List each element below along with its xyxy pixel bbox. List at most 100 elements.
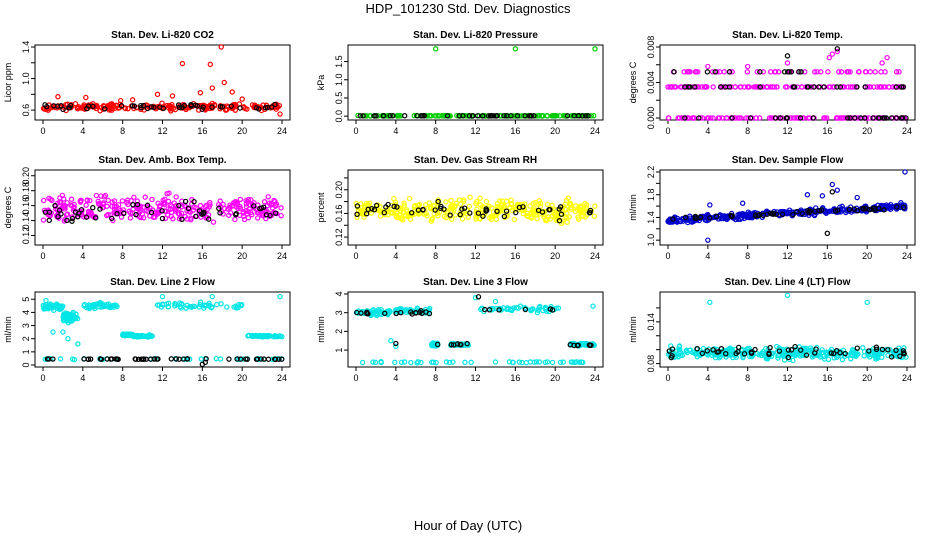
data-point	[784, 60, 791, 66]
data-point	[360, 113, 366, 119]
data-point	[851, 84, 858, 90]
data-point	[354, 211, 360, 218]
data-point	[485, 113, 492, 119]
data-point	[833, 115, 840, 121]
x-tick-label: 4	[393, 126, 398, 136]
data-point	[160, 197, 166, 203]
data-point	[55, 93, 61, 100]
data-point	[279, 356, 285, 362]
data-point	[256, 106, 262, 112]
data-point	[760, 212, 766, 218]
data-point	[156, 204, 163, 210]
data-point	[825, 356, 832, 363]
x-tick-label: 20	[237, 251, 247, 261]
data-point	[354, 203, 361, 209]
data-point	[260, 213, 267, 219]
data-point	[393, 310, 399, 317]
y-tick-label: 1	[21, 349, 31, 354]
plot-frame	[347, 44, 604, 121]
data-point	[173, 356, 179, 362]
data-point	[873, 346, 880, 352]
data-point	[467, 194, 473, 200]
data-point	[251, 203, 257, 209]
data-point	[62, 204, 68, 211]
data-point	[118, 103, 125, 109]
data-point	[592, 203, 598, 209]
data-point	[694, 346, 700, 352]
y-tick-label: 1.5	[334, 55, 344, 68]
data-point	[682, 84, 688, 90]
data-point	[451, 342, 457, 348]
data-point	[708, 115, 714, 121]
data-point	[838, 69, 845, 75]
data-point	[673, 217, 679, 223]
data-point	[897, 353, 903, 359]
y-axis-label: kPa	[316, 75, 326, 91]
x-tick-label: 12	[470, 126, 480, 136]
data-point	[566, 214, 572, 220]
data-point	[97, 108, 103, 114]
data-point	[575, 113, 582, 119]
data-point	[75, 213, 81, 220]
data-point	[93, 192, 100, 199]
data-point	[43, 305, 50, 311]
data-point	[580, 359, 586, 366]
y-axis-label: ml/min	[3, 316, 13, 343]
data-point	[413, 310, 419, 316]
data-point	[739, 200, 746, 206]
data-point	[718, 346, 725, 352]
data-point	[697, 351, 703, 358]
data-point	[854, 194, 860, 201]
data-point	[393, 343, 399, 350]
data-point	[372, 359, 379, 366]
data-point	[364, 310, 370, 317]
data-point	[238, 356, 244, 362]
data-point	[42, 356, 49, 362]
data-point	[441, 206, 447, 212]
data-point	[883, 115, 890, 121]
data-point	[388, 210, 394, 216]
data-point	[249, 332, 255, 339]
data-point	[776, 348, 783, 354]
data-point	[710, 115, 716, 121]
data-point	[669, 353, 675, 359]
data-point	[85, 356, 92, 362]
data-point	[839, 115, 845, 121]
data-point	[78, 207, 85, 213]
data-point	[551, 112, 557, 119]
data-point	[234, 201, 240, 208]
data-point	[888, 115, 895, 121]
data-point	[744, 84, 751, 90]
data-point	[488, 112, 495, 119]
data-point	[882, 69, 888, 75]
x-tick-label: 16	[822, 373, 832, 383]
data-point	[839, 84, 846, 90]
data-point	[796, 115, 802, 121]
panel-title: Stan. Dev. Sample Flow	[732, 155, 844, 166]
data-point	[402, 113, 408, 119]
data-point	[179, 216, 185, 222]
data-point	[143, 207, 150, 214]
data-point	[896, 69, 902, 75]
data-point	[507, 204, 513, 210]
data-point	[799, 84, 805, 90]
data-point	[702, 217, 709, 223]
data-point	[355, 112, 361, 119]
data-point	[809, 354, 816, 360]
data-point	[381, 209, 387, 216]
data-point	[60, 329, 66, 335]
x-tick-label: 20	[550, 373, 560, 383]
data-point	[513, 209, 519, 216]
data-point	[528, 113, 535, 119]
data-point	[696, 115, 702, 121]
data-point	[693, 69, 699, 75]
data-point	[111, 206, 118, 212]
data-point	[475, 294, 482, 300]
data-point	[268, 202, 274, 208]
data-point	[534, 215, 540, 222]
data-point	[185, 205, 192, 212]
data-point	[251, 333, 258, 339]
data-point	[49, 303, 55, 310]
data-point	[667, 84, 673, 90]
data-point	[142, 194, 148, 200]
